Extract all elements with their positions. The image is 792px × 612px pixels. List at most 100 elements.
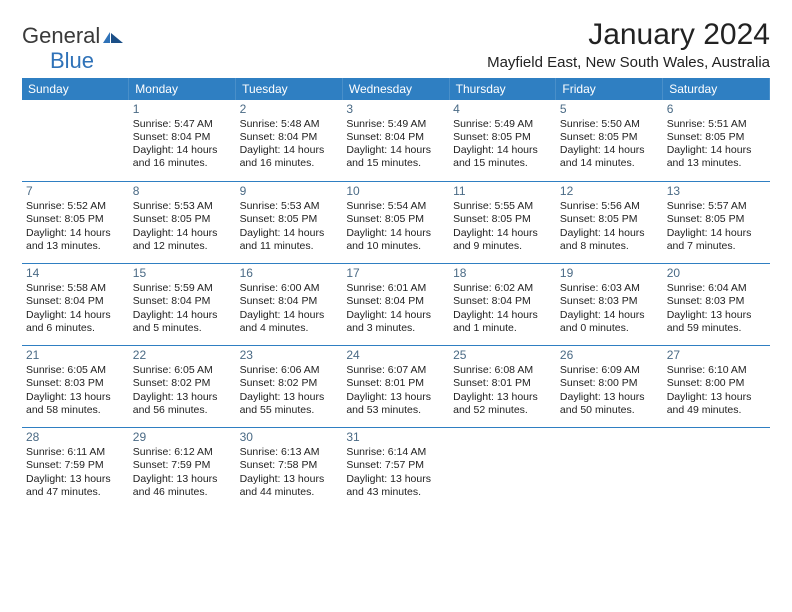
day-number: 24: [346, 348, 445, 363]
calendar-day-cell: 23Sunrise: 6:06 AMSunset: 8:02 PMDayligh…: [236, 346, 343, 428]
day-number: 13: [667, 184, 766, 199]
calendar-day-cell: [449, 428, 556, 510]
sunrise-line: Sunrise: 5:59 AM: [133, 282, 232, 295]
day-number: 10: [346, 184, 445, 199]
sunrise-line: Sunrise: 5:55 AM: [453, 200, 552, 213]
calendar-day-cell: [556, 428, 663, 510]
calendar-day-cell: [663, 428, 770, 510]
sunset-line: Sunset: 8:05 PM: [346, 213, 445, 226]
logo-text-general: General: [22, 23, 100, 48]
daylight-line: Daylight: 13 hours and 52 minutes.: [453, 391, 552, 417]
weekday-header: Monday: [129, 78, 236, 100]
day-number: 22: [133, 348, 232, 363]
day-number: 23: [240, 348, 339, 363]
sunset-line: Sunset: 8:05 PM: [560, 131, 659, 144]
day-number: 12: [560, 184, 659, 199]
calendar-day-cell: 19Sunrise: 6:03 AMSunset: 8:03 PMDayligh…: [556, 264, 663, 346]
calendar-day-cell: 5Sunrise: 5:50 AMSunset: 8:05 PMDaylight…: [556, 100, 663, 182]
sunrise-line: Sunrise: 5:49 AM: [453, 118, 552, 131]
day-number: 3: [346, 102, 445, 117]
sunset-line: Sunset: 8:04 PM: [26, 295, 125, 308]
sunrise-line: Sunrise: 6:03 AM: [560, 282, 659, 295]
daylight-line: Daylight: 14 hours and 13 minutes.: [26, 227, 125, 253]
sunrise-line: Sunrise: 6:06 AM: [240, 364, 339, 377]
daylight-line: Daylight: 13 hours and 47 minutes.: [26, 473, 125, 499]
sunrise-line: Sunrise: 5:51 AM: [667, 118, 766, 131]
sunset-line: Sunset: 8:04 PM: [346, 295, 445, 308]
day-number: 7: [26, 184, 125, 199]
calendar-day-cell: 18Sunrise: 6:02 AMSunset: 8:04 PMDayligh…: [449, 264, 556, 346]
calendar-day-cell: 24Sunrise: 6:07 AMSunset: 8:01 PMDayligh…: [342, 346, 449, 428]
sunrise-line: Sunrise: 5:47 AM: [133, 118, 232, 131]
sunset-line: Sunset: 8:03 PM: [26, 377, 125, 390]
daylight-line: Daylight: 14 hours and 1 minute.: [453, 309, 552, 335]
weekday-header: Wednesday: [342, 78, 449, 100]
daylight-line: Daylight: 13 hours and 44 minutes.: [240, 473, 339, 499]
sunrise-line: Sunrise: 6:08 AM: [453, 364, 552, 377]
day-number: 14: [26, 266, 125, 281]
sunrise-line: Sunrise: 6:07 AM: [346, 364, 445, 377]
sunset-line: Sunset: 8:05 PM: [667, 213, 766, 226]
sunset-line: Sunset: 8:05 PM: [667, 131, 766, 144]
day-number: 18: [453, 266, 552, 281]
daylight-line: Daylight: 13 hours and 50 minutes.: [560, 391, 659, 417]
daylight-line: Daylight: 14 hours and 12 minutes.: [133, 227, 232, 253]
daylight-line: Daylight: 14 hours and 6 minutes.: [26, 309, 125, 335]
day-number: 15: [133, 266, 232, 281]
calendar-day-cell: 29Sunrise: 6:12 AMSunset: 7:59 PMDayligh…: [129, 428, 236, 510]
calendar-day-cell: 22Sunrise: 6:05 AMSunset: 8:02 PMDayligh…: [129, 346, 236, 428]
day-number: 30: [240, 430, 339, 445]
sunrise-line: Sunrise: 6:11 AM: [26, 446, 125, 459]
sunset-line: Sunset: 8:05 PM: [560, 213, 659, 226]
day-number: 1: [133, 102, 232, 117]
sunset-line: Sunset: 8:05 PM: [133, 213, 232, 226]
sunrise-line: Sunrise: 6:10 AM: [667, 364, 766, 377]
daylight-line: Daylight: 14 hours and 14 minutes.: [560, 144, 659, 170]
daylight-line: Daylight: 14 hours and 15 minutes.: [453, 144, 552, 170]
day-number: 26: [560, 348, 659, 363]
calendar-week-row: 21Sunrise: 6:05 AMSunset: 8:03 PM Dayligh…: [22, 346, 770, 428]
sunset-line: Sunset: 8:05 PM: [26, 213, 125, 226]
sunrise-line: Sunrise: 6:12 AM: [133, 446, 232, 459]
calendar-day-cell: 10Sunrise: 5:54 AMSunset: 8:05 PMDayligh…: [342, 182, 449, 264]
day-number: 5: [560, 102, 659, 117]
calendar-day-cell: 9Sunrise: 5:53 AMSunset: 8:05 PMDaylight…: [236, 182, 343, 264]
day-number: 9: [240, 184, 339, 199]
daylight-line: Daylight: 13 hours and 49 minutes.: [667, 391, 766, 417]
daylight-line: Daylight: 14 hours and 7 minutes.: [667, 227, 766, 253]
weekday-header: Friday: [556, 78, 663, 100]
sunset-line: Sunset: 8:04 PM: [346, 131, 445, 144]
daylight-line: Daylight: 14 hours and 13 minutes.: [667, 144, 766, 170]
sunrise-line: Sunrise: 5:58 AM: [26, 282, 125, 295]
sunrise-line: Sunrise: 5:56 AM: [560, 200, 659, 213]
day-number: 21: [26, 348, 125, 363]
sunset-line: Sunset: 7:59 PM: [133, 459, 232, 472]
sunset-line: Sunset: 7:57 PM: [346, 459, 445, 472]
daylight-line: Daylight: 14 hours and 8 minutes.: [560, 227, 659, 253]
sunset-line: Sunset: 8:01 PM: [346, 377, 445, 390]
daylight-line: Daylight: 14 hours and 3 minutes.: [346, 309, 445, 335]
daylight-line: Daylight: 14 hours and 16 minutes.: [240, 144, 339, 170]
sunrise-line: Sunrise: 5:50 AM: [560, 118, 659, 131]
calendar-day-cell: 12Sunrise: 5:56 AMSunset: 8:05 PMDayligh…: [556, 182, 663, 264]
sunset-line: Sunset: 8:00 PM: [667, 377, 766, 390]
day-number: 28: [26, 430, 125, 445]
calendar-day-cell: 8Sunrise: 5:53 AMSunset: 8:05 PMDaylight…: [129, 182, 236, 264]
sunrise-line: Sunrise: 5:49 AM: [346, 118, 445, 131]
sunset-line: Sunset: 8:04 PM: [453, 295, 552, 308]
calendar-day-cell: 21Sunrise: 6:05 AMSunset: 8:03 PMDayligh…: [22, 346, 129, 428]
daylight-line: Daylight: 13 hours and 43 minutes.: [346, 473, 445, 499]
calendar-week-row: 14Sunrise: 5:58 AMSunset: 8:04 PMDayligh…: [22, 264, 770, 346]
calendar-day-cell: 30Sunrise: 6:13 AMSunset: 7:58 PMDayligh…: [236, 428, 343, 510]
sunrise-line: Sunrise: 6:05 AM: [26, 364, 125, 377]
day-number: 20: [667, 266, 766, 281]
daylight-line: Daylight: 14 hours and 5 minutes.: [133, 309, 232, 335]
weekday-header: Tuesday: [236, 78, 343, 100]
day-number: 2: [240, 102, 339, 117]
calendar-day-cell: 13Sunrise: 5:57 AMSunset: 8:05 PMDayligh…: [663, 182, 770, 264]
sunrise-line: Sunrise: 6:04 AM: [667, 282, 766, 295]
daylight-line: Daylight: 13 hours and 53 minutes.: [346, 391, 445, 417]
calendar-day-cell: 6Sunrise: 5:51 AMSunset: 8:05 PMDaylight…: [663, 100, 770, 182]
logo-text-blue: Blue: [22, 48, 94, 73]
day-number: 4: [453, 102, 552, 117]
